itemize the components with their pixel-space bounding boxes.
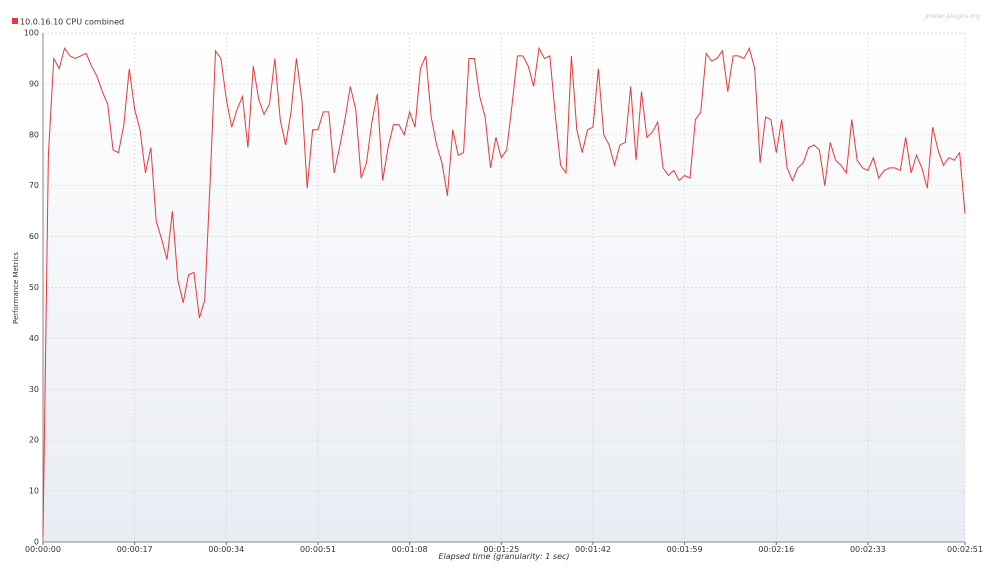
x-tick-label: 00:02:51 xyxy=(947,545,983,554)
x-tick-label: 00:01:42 xyxy=(575,545,611,554)
x-tick-label: 00:00:00 xyxy=(25,545,61,554)
y-tick-label: 30 xyxy=(29,385,39,394)
y-tick-label: 70 xyxy=(29,181,39,190)
watermark: jmeter-plugins.org xyxy=(924,13,980,20)
y-axis-label: Performance Metrics xyxy=(12,252,20,324)
y-tick-label: 40 xyxy=(29,334,39,343)
x-tick-label: 00:02:16 xyxy=(758,545,794,554)
y-tick-label: 0 xyxy=(34,538,39,547)
x-axis-label: Elapsed time (granularity: 1 sec) xyxy=(438,552,569,561)
x-tick-label: 00:01:25 xyxy=(483,545,519,554)
x-tick-label: 00:00:17 xyxy=(117,545,153,554)
legend-label: 10.0.16.10 CPU combined xyxy=(20,18,124,27)
y-tick-label: 20 xyxy=(29,436,39,445)
y-tick-label: 100 xyxy=(24,29,39,38)
x-tick-label: 00:02:33 xyxy=(850,545,886,554)
y-tick-label: 50 xyxy=(29,283,39,292)
x-tick-label: 00:01:59 xyxy=(667,545,703,554)
y-tick-label: 10 xyxy=(29,487,39,496)
x-tick-label: 00:00:34 xyxy=(208,545,244,554)
data-line xyxy=(42,46,966,537)
x-tick-label: 00:00:51 xyxy=(300,545,336,554)
y-tick-label: 80 xyxy=(29,130,39,139)
y-tick-label: 90 xyxy=(29,79,39,88)
y-tick-label: 60 xyxy=(29,232,39,241)
legend-swatch xyxy=(12,18,18,24)
x-tick-label: 00:01:08 xyxy=(392,545,428,554)
